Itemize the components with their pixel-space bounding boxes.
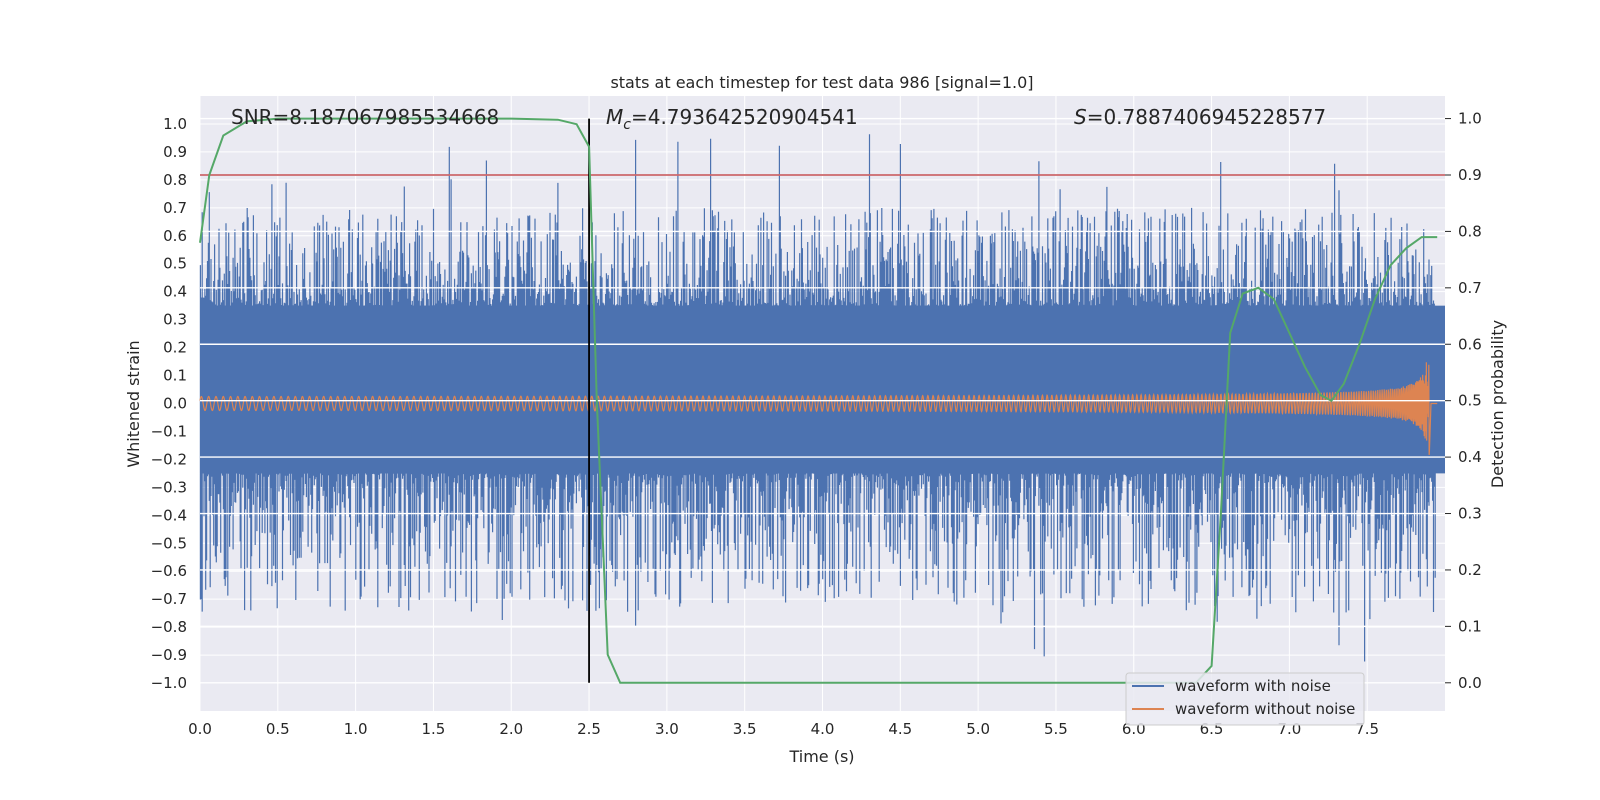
chirp-mass-annotation: Mc=4.793642520904541: [606, 105, 858, 133]
y-left-tick-label: −0.8: [151, 618, 187, 636]
y-right-tick-label: 0.9: [1458, 166, 1482, 184]
y-left-tick-label: −0.5: [151, 534, 187, 552]
chirp-mass-subscript: c: [623, 117, 631, 133]
y-left-tick-label: −0.1: [151, 422, 187, 440]
x-tick-label: 1.0: [344, 720, 368, 738]
x-axis-label: Time (s): [788, 747, 854, 766]
y-left-tick-label: −0.4: [151, 506, 187, 524]
x-tick-label: 3.0: [655, 720, 679, 738]
x-tick-label: 5.0: [966, 720, 990, 738]
y-left-tick-label: −0.9: [151, 646, 187, 664]
y-right-tick-label: 0.1: [1458, 617, 1482, 635]
waveform-without-noise-series: [199, 362, 1438, 455]
y-left-tick-label: 0.9: [163, 143, 187, 161]
y-left-tick-label: 0.0: [163, 395, 187, 413]
y-right-tick-label: 0.0: [1458, 674, 1482, 692]
y-left-tick-label: −0.7: [151, 590, 187, 608]
y-left-tick-label: 0.2: [163, 339, 187, 357]
x-tick-label: 5.5: [1044, 720, 1068, 738]
x-tick-label: 0.0: [188, 720, 212, 738]
waveform-with-noise-series: [199, 134, 1445, 662]
y-left-tick-label: 0.1: [163, 367, 187, 385]
y-right-tick-label: 0.4: [1458, 448, 1482, 466]
y-left-tick-label: 0.3: [163, 311, 187, 329]
s-annotation: S=0.7887406945228577: [1074, 105, 1326, 129]
y-right-tick-label: 0.7: [1458, 279, 1482, 297]
y-right-tick-label: 0.6: [1458, 335, 1482, 353]
y-left-tick-label: 1.0: [163, 115, 187, 133]
y-right-tick-label: 0.8: [1458, 222, 1482, 240]
y-right-tick-label: 1.0: [1458, 110, 1482, 128]
y-left-tick-label: 0.6: [163, 227, 187, 245]
y-left-tick-label: −0.3: [151, 478, 187, 496]
y-left-tick-label: −0.2: [151, 450, 187, 468]
y-left-tick-label: 0.4: [163, 283, 187, 301]
x-tick-label: 2.0: [499, 720, 523, 738]
chirp-line: [199, 362, 1438, 455]
y-right-tick-label: 0.2: [1458, 561, 1482, 579]
y-left-tick-label: 0.7: [163, 199, 187, 217]
legend-label-noise: waveform with noise: [1175, 677, 1331, 695]
x-tick-label: 4.0: [811, 720, 835, 738]
x-tick-label: 0.5: [266, 720, 290, 738]
y-left-tick-label: 0.5: [163, 255, 187, 273]
y-left-tick-label: 0.8: [163, 171, 187, 189]
y-right-tick-label: 0.5: [1458, 392, 1482, 410]
y-left-tick-label: −1.0: [151, 674, 187, 692]
y-left-tick-label: −0.6: [151, 562, 187, 580]
x-tick-label: 2.5: [577, 720, 601, 738]
legend-box: [1125, 672, 1365, 726]
y-axis-label-left: Whitened strain: [124, 340, 143, 467]
x-tick-label: 3.5: [733, 720, 757, 738]
chirp-mass-symbol: M: [606, 105, 623, 129]
legend: waveform with noise waveform without noi…: [1125, 672, 1365, 726]
s-symbol: S: [1074, 105, 1087, 129]
x-tick-label: 4.5: [888, 720, 912, 738]
y-axis-label-right: Detection probability: [1488, 320, 1507, 488]
chart-title: stats at each timestep for test data 986…: [610, 73, 1033, 92]
chirp-mass-value: =4.793642520904541: [631, 105, 858, 129]
s-value: =0.7887406945228577: [1087, 105, 1326, 129]
legend-label-clean: waveform without noise: [1175, 700, 1355, 718]
snr-annotation: SNR=8.187067985534668: [231, 105, 499, 129]
y-right-tick-label: 0.3: [1458, 505, 1482, 523]
x-tick-label: 1.5: [422, 720, 446, 738]
